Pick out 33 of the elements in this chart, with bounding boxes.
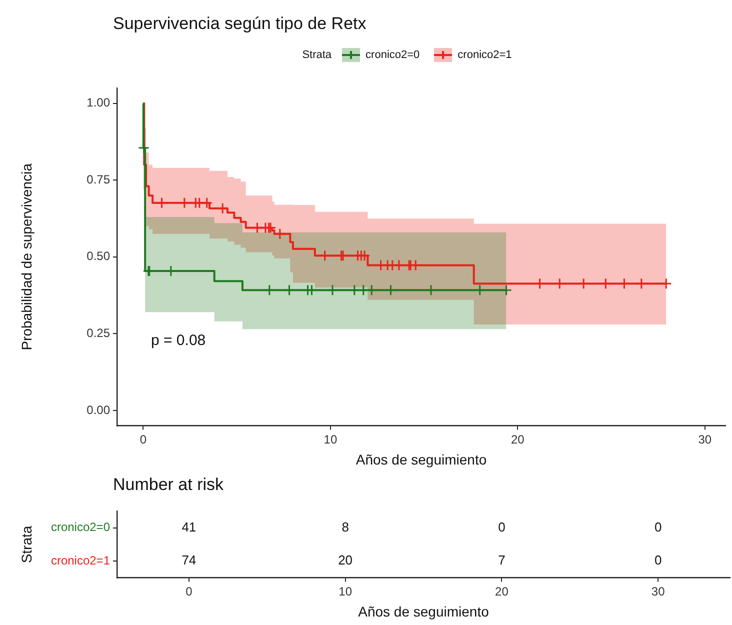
data-label: 8 [342, 519, 349, 534]
data-label: 0 [654, 552, 662, 568]
y-tick-label: 0.75 [86, 172, 110, 186]
x-tick-label: 20 [495, 584, 509, 598]
y-axis-title: Probabilidad de supervivencia [18, 163, 34, 350]
chart-title: Supervivencia según tipo de Retx [112, 13, 368, 35]
data-label: 41 [182, 519, 196, 534]
x-tick-label: 30 [651, 584, 666, 598]
x-tick-label: 0 [186, 584, 193, 598]
y-tick-label: 1.00 [86, 96, 110, 110]
data-label: 74 [182, 552, 196, 568]
y-tick-label: cronico2=0 [50, 520, 110, 534]
legend-label: cronico2=1 [458, 49, 512, 61]
data-label: 0 [498, 519, 506, 534]
x-tick-label: 10 [338, 584, 352, 598]
x-axis-title: Años de seguimiento [356, 451, 487, 468]
chart-title: Number at risk [112, 475, 225, 496]
legend-label: cronico2=0 [366, 49, 420, 61]
x-tick-label: 0 [140, 432, 147, 446]
x-tick-label: 10 [324, 432, 338, 446]
x-tick-label: 20 [510, 432, 525, 446]
data-label: 7 [498, 552, 506, 568]
data-label: 0 [654, 519, 662, 534]
y-axis-title: Strata [18, 526, 34, 564]
y-tick-label: cronico2=1 [50, 553, 110, 568]
y-tick-label: 0.25 [86, 326, 110, 340]
x-axis-title: Años de seguimiento [358, 603, 490, 620]
data-label: 20 [338, 552, 353, 568]
annotation: p = 0.08 [151, 332, 206, 349]
x-tick-label: 30 [698, 432, 712, 446]
legend-title: Strata [302, 49, 332, 61]
y-tick-label: 0.00 [86, 402, 110, 417]
y-tick-label: 0.50 [86, 249, 110, 264]
